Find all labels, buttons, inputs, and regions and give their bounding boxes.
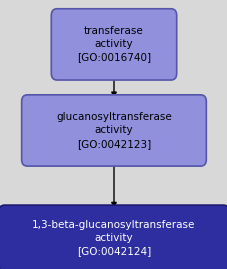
FancyBboxPatch shape (51, 9, 176, 80)
Text: transferase
activity
[GO:0016740]: transferase activity [GO:0016740] (76, 26, 151, 63)
FancyBboxPatch shape (0, 205, 227, 269)
FancyBboxPatch shape (22, 95, 205, 166)
Text: glucanosyltransferase
activity
[GO:0042123]: glucanosyltransferase activity [GO:00421… (56, 112, 171, 149)
Text: 1,3-beta-glucanosyltransferase
activity
[GO:0042124]: 1,3-beta-glucanosyltransferase activity … (32, 220, 195, 256)
